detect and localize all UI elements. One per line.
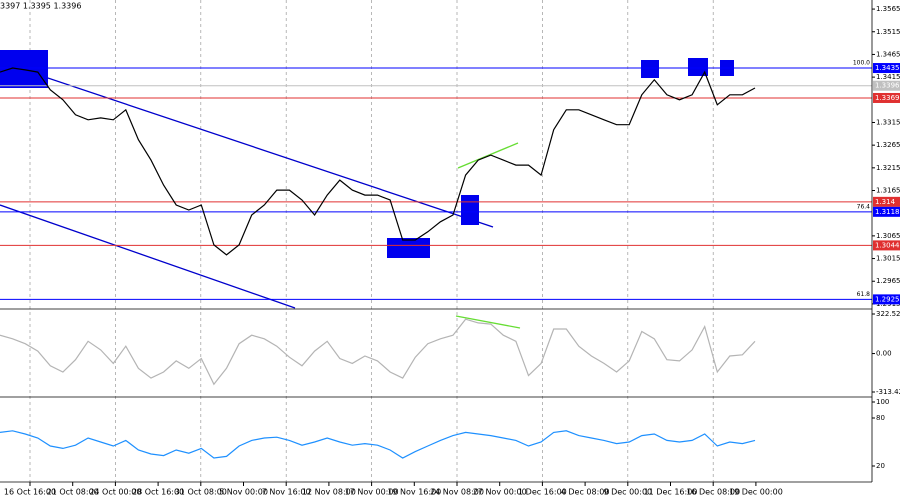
y-tick-label: 1.3415 <box>876 73 900 81</box>
y-tick-label: 1.2965 <box>876 277 900 285</box>
x-tick-label: 9 Dec 00:00 <box>603 488 652 497</box>
level-label: 1.314 <box>875 198 896 206</box>
y-tick-label: 1.3315 <box>876 118 900 126</box>
series-line <box>0 430 756 459</box>
x-tick-label: 19 Dec 00:00 <box>729 488 783 497</box>
x-tick-label: 11 Dec 16:00 <box>644 488 698 497</box>
level-label: 1.2925 <box>875 295 900 303</box>
y-tick-label: 1.3265 <box>876 141 900 149</box>
fib-label: 61.8 <box>857 291 871 298</box>
y-tick-label: 100 <box>876 398 889 406</box>
x-tick-label: 27 Nov 00:00 <box>473 488 527 497</box>
y-tick-label: 1.3215 <box>876 164 900 172</box>
level-label-box <box>873 206 900 217</box>
time-grid <box>29 0 714 482</box>
divergence-line <box>455 315 521 329</box>
x-tick-label: 19 Nov 16:00 <box>387 488 441 497</box>
trend-line <box>0 204 296 309</box>
plots: 100.0 76.4 61.8 <box>0 60 872 459</box>
x-tick-label: 5 Nov 00:00 <box>219 488 268 497</box>
y-tick-label: 1.3565 <box>876 5 900 13</box>
level-label-box <box>873 92 900 103</box>
zone-box <box>0 50 48 88</box>
y-tick-label: 0.00 <box>876 350 892 358</box>
y-tick-label: 1.3165 <box>876 187 900 195</box>
x-tick-label: 21 Oct 08:00 <box>47 488 99 497</box>
level-label: 1.3118 <box>875 208 900 216</box>
y-tick-label: 20 <box>876 462 885 470</box>
y-tick-label: 1.3065 <box>876 232 900 240</box>
level-label: 1.3369 <box>875 94 900 102</box>
zone-box <box>688 58 708 76</box>
level-label-box <box>873 80 900 91</box>
x-tick-label: 24 Nov 08:00 <box>430 488 484 497</box>
series-line <box>0 318 756 386</box>
fib-label: 76.4 <box>857 203 871 210</box>
trend-line <box>0 61 494 228</box>
y-tick-label: -313.422 <box>876 388 900 396</box>
level-label-box <box>873 240 900 251</box>
level-label-box <box>873 196 900 207</box>
zones <box>0 50 734 258</box>
y-tick-label: 1.3515 <box>876 28 900 36</box>
level-label-box <box>873 63 900 74</box>
x-tick-label: 12 Nov 08:00 <box>302 488 356 497</box>
y-tick-label: 1.3465 <box>876 50 900 58</box>
zone-box <box>641 60 659 78</box>
x-tick-label: 1 Dec 16:00 <box>518 488 567 497</box>
x-tick-label: 16 Oct 16:00 <box>4 488 56 497</box>
x-tick-label: 4 Dec 08:00 <box>561 488 610 497</box>
level-label: 1.3435 <box>875 64 900 72</box>
x-tick-label: 24 Oct 00:00 <box>89 488 141 497</box>
x-tick-label: 7 Nov 16:00 <box>262 488 311 497</box>
divergence-line <box>457 142 519 169</box>
level-label: 1.3396 <box>875 82 900 90</box>
x-tick-label: 17 Nov 00:00 <box>345 488 399 497</box>
y-tick-label: 80 <box>876 414 885 422</box>
quote-header: 3397 1.3395 1.3396 <box>0 2 81 11</box>
fib-label: 100.0 <box>853 60 870 67</box>
series-line <box>0 67 756 256</box>
level-label-box <box>873 294 900 305</box>
y-tick-label: 1.3015 <box>876 255 900 263</box>
level-label: 1.3044 <box>875 241 900 249</box>
x-tick-label: 31 Oct 08:00 <box>175 488 227 497</box>
x-tick-label: 28 Oct 16:00 <box>132 488 184 497</box>
zone-box <box>461 195 479 225</box>
x-tick-label: 16 Dec 08:00 <box>686 488 740 497</box>
zone-box <box>387 238 430 258</box>
y-tick-label: 322.5258 <box>876 310 900 318</box>
